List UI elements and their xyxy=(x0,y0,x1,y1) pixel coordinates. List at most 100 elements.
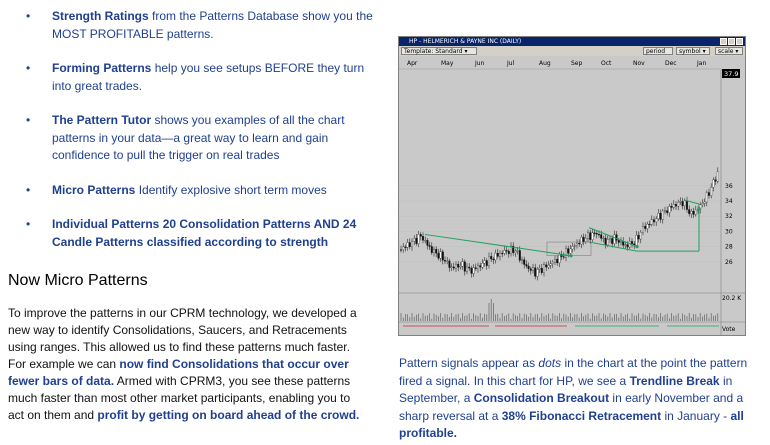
month-label: Nov xyxy=(633,60,645,67)
candle-body xyxy=(683,200,686,207)
candle-body xyxy=(512,245,515,253)
candle-body xyxy=(507,250,510,254)
volume-bars xyxy=(400,299,719,321)
last-price-box xyxy=(722,69,740,78)
pattern-lines xyxy=(424,199,701,258)
candle-body xyxy=(411,241,413,247)
chart-titlebar: HP - HELMERICH & PAYNE INC (DAILY) xyxy=(399,37,745,46)
month-label: Sep xyxy=(571,60,583,67)
vote-label: Vote xyxy=(722,326,736,333)
para-text: Armed with CPRM3, you see these patterns… xyxy=(8,374,351,422)
candle-body xyxy=(646,223,649,229)
candle-body xyxy=(400,249,402,251)
candle-body xyxy=(422,236,424,241)
candle-body xyxy=(494,252,497,261)
bullet-dot: • xyxy=(26,61,31,75)
candle-body xyxy=(584,237,587,242)
signal-dot xyxy=(569,254,573,258)
candle-body xyxy=(413,237,416,242)
caption-text: in January - xyxy=(661,408,731,423)
candle-body xyxy=(668,206,671,213)
candle-body xyxy=(712,179,715,188)
candle-body xyxy=(657,213,660,219)
maximize-button[interactable] xyxy=(728,38,735,45)
candle-body xyxy=(428,245,431,247)
candle-body xyxy=(708,192,710,196)
candle-body xyxy=(554,259,556,263)
pattern-line xyxy=(684,199,700,205)
minimize-button[interactable] xyxy=(720,38,727,45)
para-text: To improve the patterns in our CPRM tech… xyxy=(8,306,357,371)
candle-body xyxy=(523,259,526,265)
feature-text: help you see setups BEFORE they turn int… xyxy=(52,61,365,93)
candle-body xyxy=(694,209,697,215)
feature-item: • Micro Patterns Identify explosive short… xyxy=(14,182,374,200)
candle-body xyxy=(666,210,669,213)
candle-body xyxy=(446,260,449,262)
caption-text: Pattern signals appear as xyxy=(399,356,539,370)
candle-body xyxy=(670,206,673,208)
feature-title: Micro Patterns xyxy=(52,182,136,197)
month-label: Jan xyxy=(696,60,706,67)
candle-body xyxy=(437,252,440,259)
template-select[interactable]: Template: Standard ▾ xyxy=(401,47,477,55)
symbol-button[interactable]: symbol ▾ xyxy=(676,47,710,55)
close-button[interactable] xyxy=(736,38,743,45)
bullet-dot: • xyxy=(26,9,31,23)
candle-body xyxy=(556,259,559,264)
candle-body xyxy=(477,265,479,269)
month-label: Oct xyxy=(601,60,612,67)
candle-body xyxy=(569,248,572,254)
candle-body xyxy=(617,240,620,243)
micro-patterns-paragraph: To improve the patterns in our CPRM tech… xyxy=(8,305,368,424)
candle-body xyxy=(692,211,695,215)
candle-body xyxy=(648,223,651,226)
candle-body xyxy=(430,246,433,253)
candle-body xyxy=(576,243,578,246)
candle-body xyxy=(510,245,512,254)
candle-body xyxy=(615,234,618,241)
chart-caption: Pattern signals appear as dots in the ch… xyxy=(399,355,759,443)
candle-body xyxy=(441,251,444,261)
candle-body xyxy=(602,237,605,239)
candle-body xyxy=(571,246,574,250)
candle-body xyxy=(631,241,633,244)
candle-body xyxy=(606,239,609,246)
feature-title: Strength Ratings xyxy=(52,9,149,23)
candle-body xyxy=(448,260,451,268)
feature-text: Identify explosive short term moves xyxy=(135,182,327,197)
scale-button[interactable]: scale ▾ xyxy=(715,47,743,55)
candle-body xyxy=(675,204,677,207)
candle-body xyxy=(488,256,490,266)
price-tick-label: 36 xyxy=(725,183,733,190)
candle-body xyxy=(580,236,583,245)
price-tick-label: 28 xyxy=(725,244,733,251)
pattern-line xyxy=(424,233,572,257)
candle-body xyxy=(593,232,596,234)
candle-body xyxy=(435,249,438,254)
candle-body xyxy=(459,266,462,268)
candle-body xyxy=(532,267,534,271)
chart-background xyxy=(399,56,745,335)
candle-body xyxy=(644,226,647,229)
candle-body xyxy=(540,267,543,273)
candle-body xyxy=(635,234,638,246)
period-button[interactable]: period ▾ xyxy=(643,47,673,63)
candle-body xyxy=(661,210,664,220)
candle-body xyxy=(516,250,519,252)
candle-body xyxy=(578,243,581,245)
candle-body xyxy=(527,265,530,269)
candle-body xyxy=(490,256,493,260)
last-price-label: 37.9 xyxy=(724,70,738,78)
candle-body xyxy=(672,204,675,208)
candle-body xyxy=(613,234,616,244)
candle-body xyxy=(690,211,693,214)
candle-body xyxy=(565,248,567,258)
feature-item: • Strength Ratings from the Patterns Data… xyxy=(14,8,374,43)
candle-body xyxy=(551,261,554,264)
caption-highlight: all profitable. xyxy=(399,408,744,441)
candle-body xyxy=(716,171,719,182)
candle-body xyxy=(521,259,523,261)
month-axis: Apr May Jun Jul Aug Sep Oct Nov Dec Jan xyxy=(407,60,706,67)
month-label: Jun xyxy=(474,60,485,67)
